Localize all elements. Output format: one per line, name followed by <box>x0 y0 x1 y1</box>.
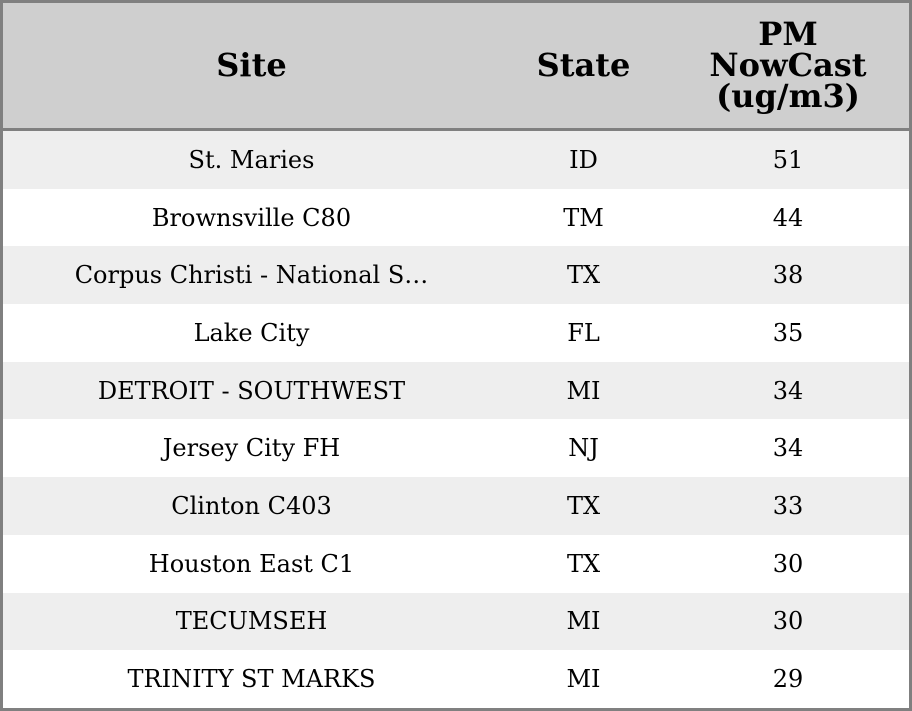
cell-site: Corpus Christi - National S… <box>3 246 500 305</box>
pm-nowcast-table: Site State PM NowCast (ug/m3) St. Maries… <box>3 3 909 708</box>
table-row: TRINITY ST MARKS MI 29 <box>3 650 909 708</box>
header-site[interactable]: Site <box>3 3 500 131</box>
cell-site: Clinton C403 <box>3 477 500 535</box>
header-state[interactable]: State <box>500 3 667 131</box>
table-row: St. Maries ID 51 <box>3 129 909 189</box>
header-pm-nowcast[interactable]: PM NowCast (ug/m3) <box>667 3 909 131</box>
cell-state: TX <box>500 477 667 535</box>
cell-state: MI <box>500 361 667 420</box>
cell-site: Lake City <box>3 304 500 362</box>
header-pm-line2: NowCast <box>709 46 867 84</box>
header-pm-line1: PM <box>758 15 818 53</box>
table-row: DETROIT - SOUTHWEST MI 34 <box>3 361 909 420</box>
table-row: TECUMSEH MI 30 <box>3 592 909 651</box>
cell-site: St. Maries <box>3 129 500 189</box>
table-row: Clinton C403 TX 33 <box>3 477 909 535</box>
cell-state: MI <box>500 592 667 651</box>
cell-state: FL <box>500 304 667 362</box>
cell-state: TX <box>500 246 667 305</box>
cell-site: Jersey City FH <box>3 419 500 478</box>
table-row: Corpus Christi - National S… TX 38 <box>3 246 909 305</box>
cell-pm-nowcast: 34 <box>667 361 909 420</box>
table-row: Jersey City FH NJ 34 <box>3 419 909 478</box>
header-pm-line3: (ug/m3) <box>716 77 860 115</box>
cell-pm-nowcast: 30 <box>667 592 909 651</box>
cell-site: TECUMSEH <box>3 592 500 651</box>
cell-site: DETROIT - SOUTHWEST <box>3 361 500 420</box>
table-row: Brownsville C80 TM 44 <box>3 188 909 247</box>
cell-pm-nowcast: 35 <box>667 304 909 362</box>
cell-site: Brownsville C80 <box>3 188 500 247</box>
table-row: Lake City FL 35 <box>3 304 909 362</box>
cell-state: ID <box>500 129 667 189</box>
cell-pm-nowcast: 30 <box>667 534 909 593</box>
cell-site: TRINITY ST MARKS <box>3 650 500 708</box>
cell-pm-nowcast: 51 <box>667 129 909 189</box>
cell-pm-nowcast: 29 <box>667 650 909 708</box>
cell-state: TX <box>500 534 667 593</box>
cell-pm-nowcast: 34 <box>667 419 909 478</box>
table-row: Houston East C1 TX 30 <box>3 534 909 593</box>
cell-state: MI <box>500 650 667 708</box>
header-row: Site State PM NowCast (ug/m3) <box>3 3 909 131</box>
cell-pm-nowcast: 44 <box>667 188 909 247</box>
cell-state: TM <box>500 188 667 247</box>
cell-pm-nowcast: 33 <box>667 477 909 535</box>
cell-state: NJ <box>500 419 667 478</box>
cell-pm-nowcast: 38 <box>667 246 909 305</box>
cell-site: Houston East C1 <box>3 534 500 593</box>
